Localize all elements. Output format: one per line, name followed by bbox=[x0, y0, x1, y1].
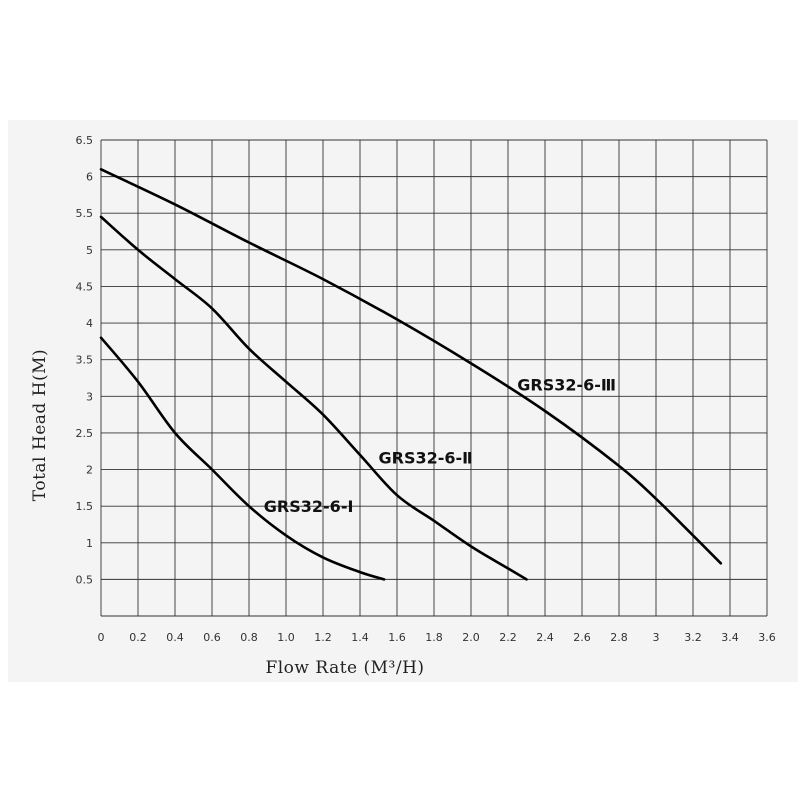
vertical-gridlines bbox=[100, 140, 768, 617]
x-tick-label: 0.4 bbox=[166, 631, 184, 644]
y-tick-label: 5.5 bbox=[76, 207, 94, 220]
y-tick-label: 2.5 bbox=[76, 427, 94, 440]
y-tick-labels: 0.5 1 1.5 2 2.5 3 3.5 4 4.5 5 5.5 6 6.5 bbox=[76, 134, 94, 586]
chart-panel: 0 0.2 0.4 0.6 0.8 1.0 1.2 1.4 1.6 1.8 2.0 2.2 2.4 2.6… bbox=[8, 120, 798, 682]
y-axis-title: Total Head H(M) bbox=[30, 349, 50, 501]
series-curve-3 bbox=[99, 168, 723, 565]
x-tick-label: 2.8 bbox=[610, 631, 628, 644]
y-tick-label: 3.5 bbox=[76, 354, 94, 367]
x-tick-label: 1.0 bbox=[277, 631, 295, 644]
x-tick-label: 3.2 bbox=[684, 631, 702, 644]
y-tick-label: 1.5 bbox=[76, 500, 94, 513]
y-tick-label: 1 bbox=[86, 537, 93, 550]
head-flow-chart: 0 0.2 0.4 0.6 0.8 1.0 1.2 1.4 1.6 1.8 2.0 2.2 2.4 2.6… bbox=[30, 134, 776, 678]
x-tick-label: 2.6 bbox=[573, 631, 591, 644]
series-labels: GRS32-6-Ⅰ GRS32-6-Ⅱ GRS32-6-Ⅲ bbox=[264, 375, 616, 516]
x-tick-label: 2.2 bbox=[499, 631, 517, 644]
x-axis-title: Flow Rate (M³/H) bbox=[265, 658, 424, 678]
y-tick-label: 3 bbox=[86, 390, 93, 403]
x-tick-label: 0.8 bbox=[240, 631, 258, 644]
series-label-1: GRS32-6-Ⅰ bbox=[264, 497, 354, 516]
series-label-3: GRS32-6-Ⅲ bbox=[517, 375, 616, 394]
x-tick-label: 1.6 bbox=[388, 631, 406, 644]
x-tick-label: 2.0 bbox=[462, 631, 480, 644]
series-curve-1 bbox=[99, 336, 386, 581]
x-tick-label: 3 bbox=[653, 631, 660, 644]
x-tick-label: 0.2 bbox=[129, 631, 147, 644]
y-tick-label: 4 bbox=[86, 317, 93, 330]
x-tick-label: 2.4 bbox=[536, 631, 554, 644]
x-tick-label: 1.2 bbox=[314, 631, 332, 644]
y-tick-label: 0.5 bbox=[76, 573, 94, 586]
y-tick-label: 2 bbox=[86, 464, 93, 477]
y-tick-label: 6 bbox=[86, 171, 93, 184]
y-tick-label: 6.5 bbox=[76, 134, 94, 147]
x-tick-labels: 0 0.2 0.4 0.6 0.8 1.0 1.2 1.4 1.6 1.8 2.0 2.2 2.4 2.6… bbox=[98, 631, 776, 644]
series-label-2: GRS32-6-Ⅱ bbox=[379, 449, 473, 468]
x-tick-label: 1.4 bbox=[351, 631, 369, 644]
x-tick-label: 0.6 bbox=[203, 631, 221, 644]
x-tick-label: 0 bbox=[98, 631, 105, 644]
x-tick-label: 1.8 bbox=[425, 631, 443, 644]
y-tick-label: 5 bbox=[86, 244, 93, 257]
x-tick-label: 3.4 bbox=[721, 631, 739, 644]
series-curve-2 bbox=[99, 215, 528, 581]
series-curves bbox=[99, 168, 723, 581]
y-tick-label: 4.5 bbox=[76, 280, 94, 293]
x-tick-label: 3.6 bbox=[758, 631, 776, 644]
